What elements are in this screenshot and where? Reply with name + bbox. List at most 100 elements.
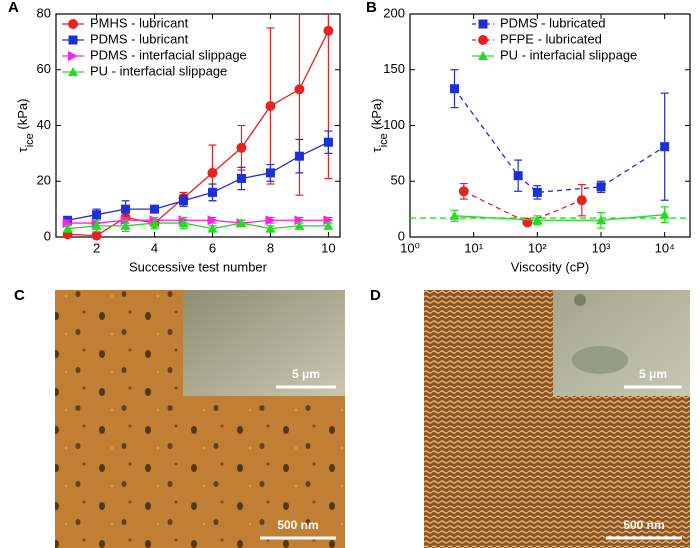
- marker: [449, 210, 460, 220]
- series-line: [463, 190, 583, 224]
- y-tick-label: 100: [383, 117, 405, 132]
- scale-label: 500 nm: [277, 518, 318, 532]
- x-tick-label: 10⁴: [655, 240, 675, 255]
- marker: [294, 151, 304, 161]
- y-tick-label: 0: [398, 228, 405, 243]
- marker: [265, 100, 276, 111]
- x-tick-label: 8: [267, 240, 274, 255]
- y-axis-title-part: ice: [24, 133, 36, 147]
- marker: [62, 223, 73, 233]
- legend-marker: [68, 35, 78, 45]
- y-tick-label: 200: [383, 5, 405, 20]
- series-line: [453, 88, 666, 194]
- series-line: [67, 222, 329, 230]
- x-axis-title: Viscosity (cP): [511, 259, 590, 274]
- y-tick-label: 80: [37, 5, 51, 20]
- legend-label: PDMS - lubricated: [500, 15, 605, 30]
- y-axis-title-part: (kPa): [369, 99, 384, 134]
- y-tick-label: 0: [44, 228, 51, 243]
- marker: [236, 142, 247, 153]
- marker: [207, 187, 217, 197]
- droplet: [574, 294, 586, 306]
- marker: [576, 195, 587, 206]
- y-axis-title-part: (kPa): [15, 99, 30, 134]
- legend-label: PMHS - lubricant: [90, 15, 189, 30]
- marker: [91, 220, 102, 230]
- chart: A 0 20 40 60 80 2 4 6 8 10 Successive test number τi…: [8, 0, 341, 274]
- legend-marker: [478, 19, 488, 29]
- panel-d: 5 μm 500 nm D: [370, 287, 690, 548]
- legend-label: PFPE - lubricated: [500, 31, 602, 46]
- marker: [179, 196, 189, 206]
- y-tick-label: 20: [37, 173, 51, 188]
- panel-label: B: [366, 0, 377, 16]
- marker: [91, 230, 102, 241]
- marker: [207, 167, 218, 178]
- x-axis-title: Successive test number: [129, 259, 268, 274]
- series-line: [67, 30, 329, 237]
- y-tick-label: 50: [391, 173, 405, 188]
- y-axis-title-part: ice: [378, 133, 390, 147]
- panel-label: D: [370, 287, 381, 304]
- marker: [532, 187, 542, 197]
- legend-marker: [68, 51, 78, 61]
- marker: [323, 25, 334, 36]
- legend-marker: [478, 35, 488, 45]
- marker: [458, 186, 469, 197]
- marker: [236, 218, 247, 228]
- marker: [265, 223, 276, 233]
- marker: [265, 168, 275, 178]
- marker: [207, 215, 218, 226]
- marker: [450, 84, 460, 94]
- marker: [265, 215, 276, 226]
- panel-label: A: [8, 0, 19, 16]
- marker: [596, 182, 606, 192]
- series-line: [454, 214, 665, 221]
- marker: [92, 210, 102, 220]
- legend-marker: [68, 67, 78, 76]
- x-tick-label: 10²: [528, 240, 547, 255]
- marker: [323, 137, 333, 147]
- marker: [149, 218, 160, 228]
- marker: [660, 142, 670, 152]
- marker: [120, 220, 131, 230]
- x-tick-label: 10: [321, 240, 335, 255]
- marker: [323, 220, 334, 230]
- optical-inset: [553, 290, 690, 396]
- marker: [532, 215, 543, 225]
- marker: [178, 218, 189, 228]
- y-axis-title: τice (kPa): [369, 99, 389, 153]
- legend-label: PU - interfacial slippage: [90, 63, 227, 78]
- x-tick-label: 10⁰: [400, 240, 420, 255]
- scale-label: 500 nm: [623, 518, 664, 532]
- y-tick-label: 40: [37, 117, 51, 132]
- y-tick-label: 60: [37, 61, 51, 76]
- legend-label: PDMS - interfacial slippage: [90, 47, 247, 62]
- marker: [595, 215, 606, 225]
- y-axis-title-part: τ: [369, 146, 384, 152]
- legend-label: PDMS - lubricant: [90, 31, 189, 46]
- marker: [207, 223, 218, 233]
- y-axis-title: τice (kPa): [15, 99, 35, 153]
- legend-marker: [478, 51, 488, 60]
- x-tick-label: 6: [209, 240, 216, 255]
- marker: [121, 204, 131, 214]
- x-tick-label: 10¹: [464, 240, 483, 255]
- chart: B 0 50 100 150 200 10⁰ 10¹ 10² 10³ 10⁴ Viscosity (c…: [366, 0, 691, 274]
- legend-marker: [68, 19, 78, 29]
- droplet: [572, 346, 628, 374]
- legend-label: PU - interfacial slippage: [500, 47, 637, 62]
- x-tick-label: 10³: [592, 240, 611, 255]
- marker: [236, 173, 246, 183]
- optical-inset: [183, 290, 345, 396]
- x-tick-label: 4: [151, 240, 158, 255]
- panel-label: C: [14, 287, 25, 304]
- marker: [513, 171, 523, 181]
- y-axis-title-part: τ: [15, 146, 30, 152]
- panel-c: 5 μm 500 nm C: [14, 287, 345, 548]
- series-line: [67, 141, 329, 221]
- marker: [150, 204, 160, 214]
- y-tick-label: 150: [383, 61, 405, 76]
- inset-scale: 5 μm: [639, 367, 667, 381]
